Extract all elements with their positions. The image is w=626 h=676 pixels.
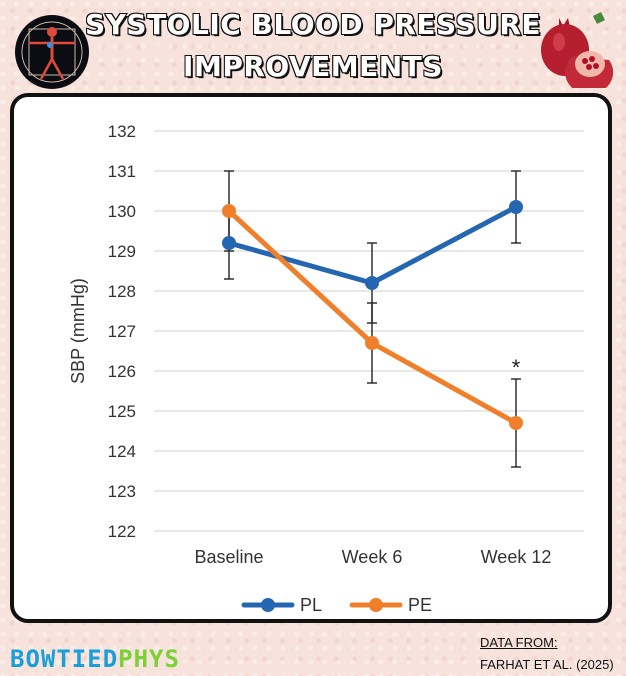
legend-marker-pl <box>261 598 275 612</box>
brand-part-1: BOWTIED <box>10 645 119 673</box>
legend-marker-pe <box>369 598 383 612</box>
y-tick-label-125: 125 <box>108 402 136 421</box>
x-tick-label-week-12: Week 12 <box>481 547 552 567</box>
brand-part-2: PHYS <box>118 645 180 673</box>
y-tick-label-130: 130 <box>108 202 136 221</box>
data-point-pl-0 <box>222 236 236 250</box>
y-tick-label-124: 124 <box>108 442 136 461</box>
pomegranate-icon <box>533 8 614 95</box>
y-tick-label-123: 123 <box>108 482 136 501</box>
y-tick-label-129: 129 <box>108 242 136 261</box>
source-citation: FARHAT ET AL. (2025) <box>480 657 614 672</box>
data-point-pe-2 <box>509 416 523 430</box>
chart-title-line-2: IMPROVEMENTS <box>182 49 443 84</box>
y-tick-label-126: 126 <box>108 362 136 381</box>
human-anatomy-icon <box>15 15 89 89</box>
data-point-pl-1 <box>365 276 379 290</box>
y-tick-label-131: 131 <box>108 162 136 181</box>
data-source: DATA FROM: FARHAT ET AL. (2025) <box>480 632 614 676</box>
source-label: DATA FROM: <box>480 635 558 650</box>
x-tick-label-baseline: Baseline <box>194 547 263 567</box>
data-point-pl-2 <box>509 200 523 214</box>
legend-label-pe: PE <box>408 595 432 615</box>
data-point-pe-1 <box>365 336 379 350</box>
y-tick-label-127: 127 <box>108 322 136 341</box>
legend-label-pl: PL <box>300 595 322 615</box>
y-tick-label-132: 132 <box>108 122 136 141</box>
chart-panel: 122 123 124 125 126 127 128 129 130 131 132 SBP (mm… <box>10 93 612 623</box>
chart-title-line-1: SYSTOLIC BLOOD PRESSURE <box>84 7 542 42</box>
y-axis-label: SBP (mmHg) <box>68 278 88 384</box>
y-tick-label-128: 128 <box>108 282 136 301</box>
brand-logo: BOWTIEDPHYS <box>10 645 180 673</box>
significance-annotation: * <box>512 355 521 380</box>
data-point-pe-0 <box>222 204 236 218</box>
sbp-line-chart: 122 123 124 125 126 127 128 129 130 131 132 SBP (mm… <box>68 122 584 615</box>
y-tick-label-122: 122 <box>108 522 136 541</box>
x-tick-label-week-6: Week 6 <box>342 547 403 567</box>
